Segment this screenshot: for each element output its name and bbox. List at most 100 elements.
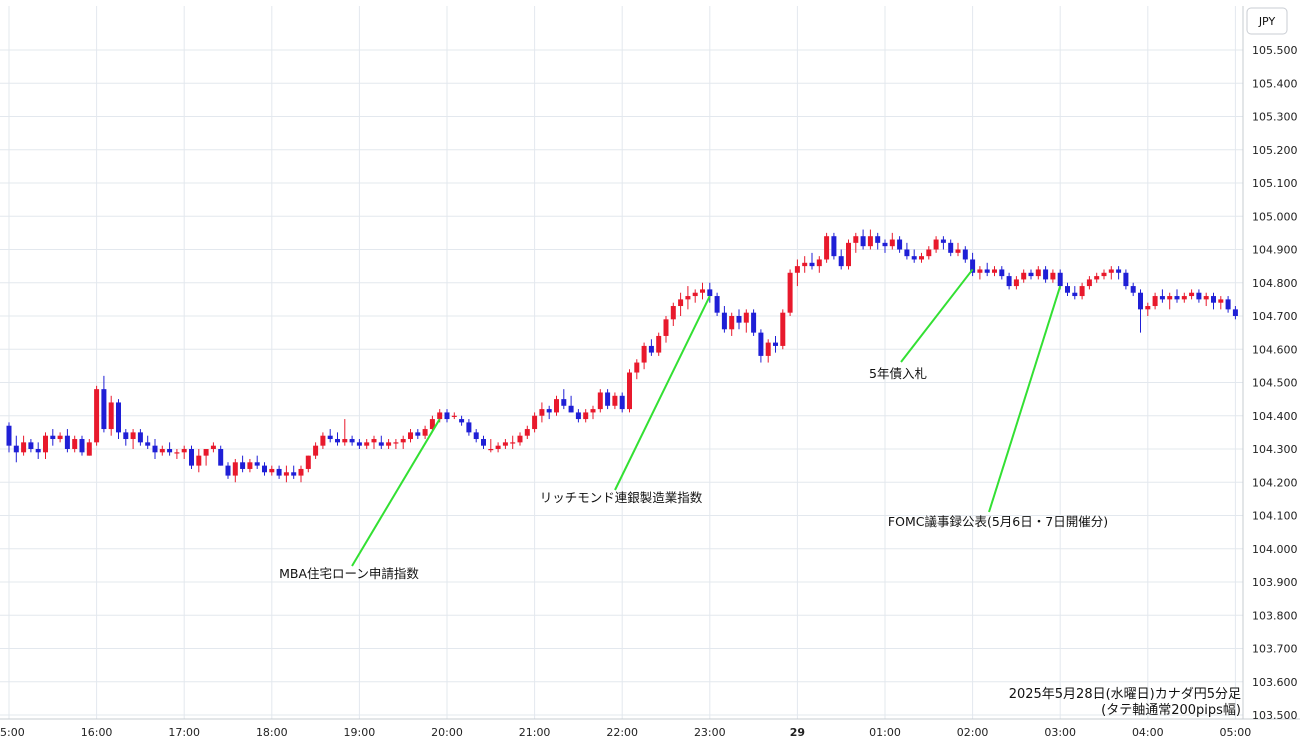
candle — [1065, 282, 1070, 297]
candle-body — [743, 312, 749, 323]
candle-body — [13, 445, 19, 453]
candle — [802, 256, 808, 273]
candle — [43, 432, 48, 459]
candle — [721, 306, 727, 333]
candle — [298, 465, 304, 483]
candle-body — [57, 435, 63, 440]
candle-body — [1152, 296, 1158, 307]
candle-body — [240, 462, 246, 469]
candle-body — [1203, 296, 1209, 300]
candle — [787, 269, 793, 316]
candle — [1094, 272, 1100, 283]
candle — [6, 422, 12, 453]
candle-body — [218, 449, 224, 466]
candle — [999, 266, 1005, 280]
candle-body — [656, 335, 662, 353]
candle — [502, 439, 508, 449]
candle-body — [247, 462, 253, 469]
candle-body — [780, 312, 786, 346]
candle-body — [999, 269, 1005, 277]
candle — [838, 249, 844, 270]
candle-body — [670, 306, 676, 320]
candle — [889, 232, 895, 250]
currency-label-box — [1246, 7, 1288, 35]
annotation: 5年債入札 — [869, 268, 974, 381]
candle-body — [977, 269, 983, 273]
candle-body — [473, 432, 479, 440]
candle — [634, 359, 640, 380]
y-tick-label: 104.700 — [1252, 310, 1298, 323]
currency-label-text: JPY — [1258, 15, 1276, 28]
candle — [262, 462, 267, 476]
candle-body — [1065, 286, 1070, 293]
candle — [335, 432, 340, 446]
candle — [50, 429, 56, 446]
candle — [780, 309, 786, 350]
candle-body — [736, 316, 742, 323]
candle — [167, 442, 173, 456]
candle-body — [1108, 269, 1114, 273]
candle-body — [765, 342, 771, 356]
candle — [948, 239, 954, 257]
candle — [524, 425, 530, 440]
candle-body — [43, 435, 48, 453]
candle-body — [1123, 272, 1129, 287]
candle-body — [838, 256, 844, 267]
candle-body — [955, 249, 961, 253]
y-tick-label: 103.800 — [1252, 609, 1298, 622]
candle-body — [1196, 292, 1202, 300]
candle-body — [897, 239, 903, 250]
candle — [919, 252, 924, 263]
candle — [1211, 292, 1216, 310]
candle — [254, 455, 260, 469]
candle — [364, 439, 370, 449]
candle — [765, 339, 771, 363]
candle-body — [86, 442, 92, 456]
candle — [590, 405, 596, 420]
annotation-label: MBA住宅ローン申請指数 — [279, 566, 419, 581]
candle-body — [116, 402, 121, 433]
candle — [495, 442, 501, 453]
candle — [875, 232, 881, 250]
candle — [116, 399, 121, 440]
annotation-label: リッチモンド連銀製造業指数 — [540, 490, 703, 505]
candle-body — [816, 259, 822, 267]
candle — [28, 439, 34, 453]
candle-body — [882, 242, 888, 247]
candle — [203, 449, 209, 466]
candle-body — [824, 236, 830, 260]
candle-body — [108, 402, 114, 430]
candle-body — [867, 236, 873, 247]
caption-line-2: (タテ軸通常200pips幅) — [1101, 703, 1241, 718]
candle-body — [451, 415, 457, 417]
candle — [1145, 302, 1151, 316]
candle — [1079, 282, 1085, 300]
candle — [393, 439, 399, 449]
candle — [108, 395, 114, 436]
candle — [539, 402, 545, 423]
candle-body — [590, 409, 596, 413]
y-tick-label: 103.500 — [1252, 709, 1298, 722]
candle — [1203, 292, 1209, 307]
candle-body — [627, 372, 632, 410]
candle-body — [167, 449, 173, 453]
candle — [612, 392, 618, 410]
candle — [137, 429, 143, 446]
candle-body — [94, 389, 100, 443]
x-tick-label: 22:00 — [606, 726, 638, 739]
candle — [488, 439, 494, 453]
candle-body — [911, 256, 917, 260]
candle-body — [1130, 286, 1136, 293]
candle — [189, 445, 194, 469]
candle — [130, 429, 136, 449]
candle — [181, 445, 187, 459]
candle-body — [546, 409, 552, 413]
candle-body — [992, 269, 997, 273]
candle — [546, 405, 552, 420]
candle — [210, 442, 216, 453]
annotations-group: MBA住宅ローン申請指数 リッチモンド連銀製造業指数 5年債入札 FOMC議事録公表(… — [279, 268, 1108, 581]
candle-body — [648, 345, 654, 353]
candle-body — [561, 399, 567, 406]
candle — [1130, 282, 1136, 297]
